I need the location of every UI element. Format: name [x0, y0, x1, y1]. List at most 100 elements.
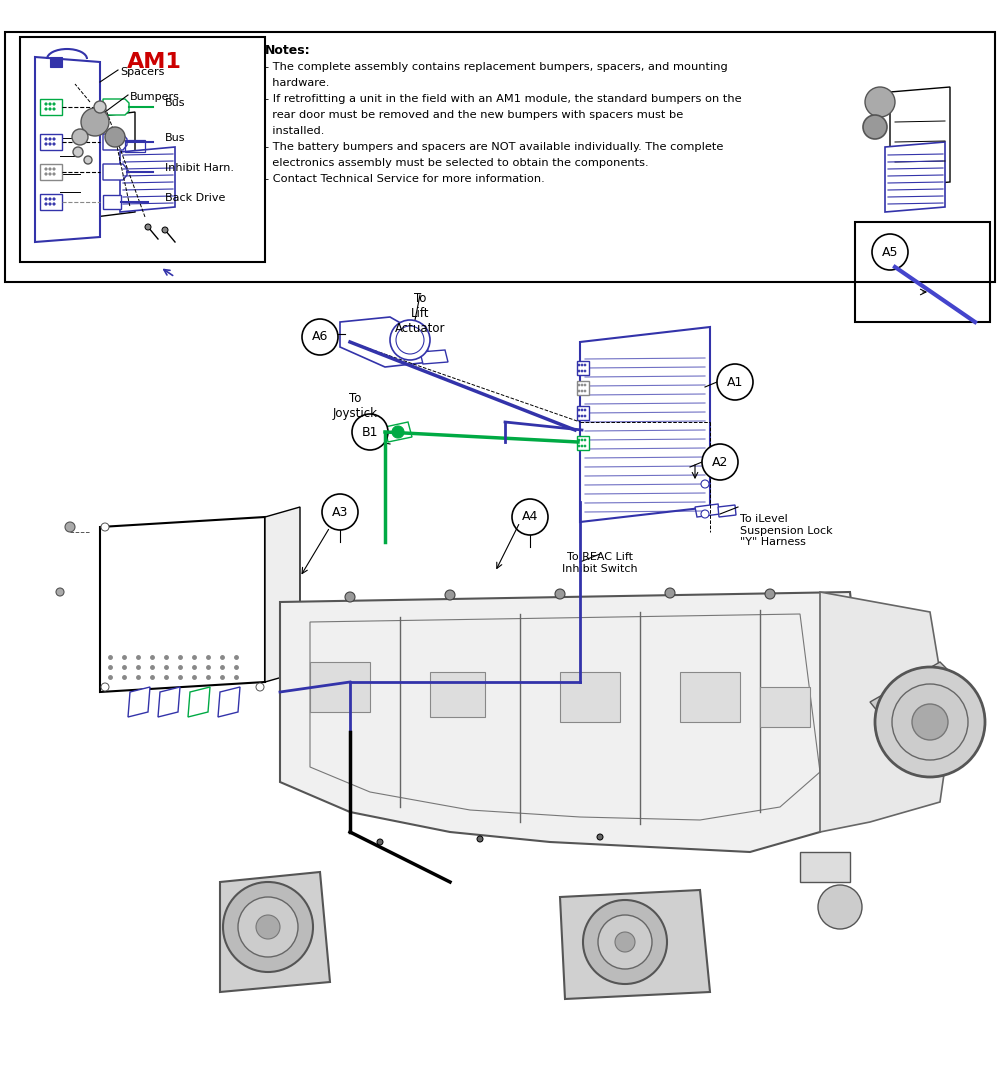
Circle shape — [256, 915, 280, 939]
Circle shape — [45, 143, 47, 145]
Text: A1: A1 — [727, 375, 743, 388]
Circle shape — [302, 319, 338, 355]
Text: Spacers: Spacers — [120, 67, 164, 77]
Circle shape — [53, 103, 55, 105]
Text: Bus: Bus — [165, 133, 186, 143]
Circle shape — [578, 384, 580, 386]
Circle shape — [94, 101, 106, 113]
Circle shape — [765, 589, 775, 599]
Circle shape — [581, 415, 583, 417]
Polygon shape — [280, 592, 870, 852]
Bar — [680, 672, 740, 722]
Bar — [40, 194, 62, 210]
Circle shape — [701, 510, 709, 518]
Circle shape — [863, 115, 887, 138]
Circle shape — [584, 409, 586, 411]
Polygon shape — [100, 517, 265, 692]
Circle shape — [45, 173, 47, 175]
Circle shape — [701, 480, 709, 488]
Circle shape — [445, 590, 455, 601]
Circle shape — [162, 227, 168, 233]
Polygon shape — [385, 422, 412, 443]
Circle shape — [49, 137, 51, 141]
Text: Bumpers: Bumpers — [130, 92, 180, 102]
Text: To
Lift
Actuator: To Lift Actuator — [395, 292, 445, 335]
Circle shape — [581, 409, 583, 411]
Bar — [5, 32, 995, 282]
Text: installed.: installed. — [265, 126, 324, 136]
Circle shape — [49, 198, 51, 200]
Circle shape — [49, 108, 51, 110]
Bar — [40, 134, 62, 150]
Polygon shape — [103, 98, 129, 115]
Circle shape — [45, 202, 47, 206]
Polygon shape — [128, 687, 150, 717]
Circle shape — [598, 915, 652, 969]
Circle shape — [512, 499, 548, 535]
Circle shape — [584, 384, 586, 386]
Text: A4: A4 — [522, 511, 538, 524]
Polygon shape — [695, 504, 720, 517]
Circle shape — [352, 414, 388, 450]
Text: AM1: AM1 — [127, 52, 182, 72]
Circle shape — [390, 320, 430, 360]
Bar — [577, 406, 589, 420]
Circle shape — [578, 445, 580, 447]
Circle shape — [45, 103, 47, 105]
Circle shape — [581, 439, 583, 441]
Circle shape — [555, 589, 565, 599]
Circle shape — [53, 137, 55, 141]
Circle shape — [53, 202, 55, 206]
Circle shape — [717, 364, 753, 400]
Bar — [430, 672, 485, 717]
Text: A3: A3 — [332, 505, 348, 518]
Circle shape — [818, 885, 862, 929]
Circle shape — [865, 87, 895, 117]
Polygon shape — [103, 164, 127, 180]
Circle shape — [256, 683, 264, 691]
Circle shape — [392, 426, 404, 438]
Text: To
Joystick: To Joystick — [332, 392, 378, 420]
Circle shape — [581, 370, 583, 372]
Circle shape — [53, 143, 55, 145]
Polygon shape — [35, 57, 100, 242]
Circle shape — [238, 897, 298, 956]
Circle shape — [49, 173, 51, 175]
Circle shape — [345, 592, 355, 602]
Circle shape — [45, 137, 47, 141]
Text: A5: A5 — [882, 246, 898, 259]
Polygon shape — [103, 195, 121, 209]
Circle shape — [145, 224, 151, 230]
Circle shape — [578, 364, 580, 366]
Polygon shape — [220, 872, 330, 992]
Circle shape — [53, 168, 55, 170]
Circle shape — [578, 390, 580, 392]
Polygon shape — [820, 592, 950, 832]
Circle shape — [581, 384, 583, 386]
Circle shape — [53, 108, 55, 110]
Text: A6: A6 — [312, 330, 328, 343]
Circle shape — [45, 198, 47, 200]
Circle shape — [615, 932, 635, 952]
Circle shape — [581, 364, 583, 366]
Polygon shape — [103, 134, 127, 150]
Bar — [577, 436, 589, 450]
Circle shape — [578, 439, 580, 441]
Text: Notes:: Notes: — [265, 44, 311, 57]
Bar — [577, 381, 589, 395]
Text: - The battery bumpers and spacers are NOT available individually. The complete: - The battery bumpers and spacers are NO… — [265, 142, 723, 151]
Bar — [855, 222, 990, 322]
Text: rear door must be removed and the new bumpers with spacers must be: rear door must be removed and the new bu… — [265, 110, 683, 120]
Bar — [760, 687, 810, 727]
Circle shape — [912, 704, 948, 740]
Bar — [800, 852, 850, 882]
Circle shape — [72, 129, 88, 145]
Circle shape — [322, 494, 358, 530]
Circle shape — [101, 683, 109, 691]
Circle shape — [49, 103, 51, 105]
Polygon shape — [55, 113, 135, 222]
Circle shape — [477, 836, 483, 842]
Bar — [40, 98, 62, 115]
Bar — [560, 672, 620, 722]
Polygon shape — [870, 662, 960, 727]
